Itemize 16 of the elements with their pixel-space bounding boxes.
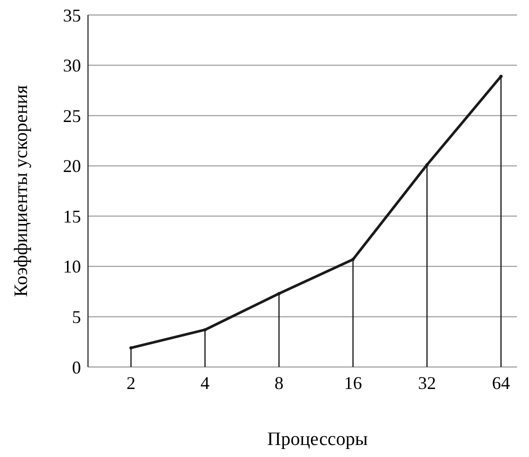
y-tick-label: 15 <box>63 206 81 226</box>
x-tick-label: 8 <box>274 372 284 393</box>
y-axis-title: Коэффициенты ускорения <box>11 84 32 297</box>
x-tick-label: 16 <box>344 372 362 393</box>
x-tick-label: 2 <box>126 372 136 393</box>
x-tick-label: 32 <box>418 372 436 393</box>
y-tick-label: 25 <box>63 106 81 126</box>
y-tick-label: 30 <box>63 56 81 76</box>
y-tick-label: 35 <box>63 5 81 26</box>
y-tick-label: 5 <box>72 307 81 328</box>
y-tick-label: 0 <box>72 357 81 378</box>
x-axis-title: Процессоры <box>267 429 368 450</box>
y-tick-label: 20 <box>63 156 81 176</box>
y-tick-label: 10 <box>63 256 81 277</box>
x-tick-label: 4 <box>200 372 210 393</box>
x-tick-label: 64 <box>492 372 510 393</box>
